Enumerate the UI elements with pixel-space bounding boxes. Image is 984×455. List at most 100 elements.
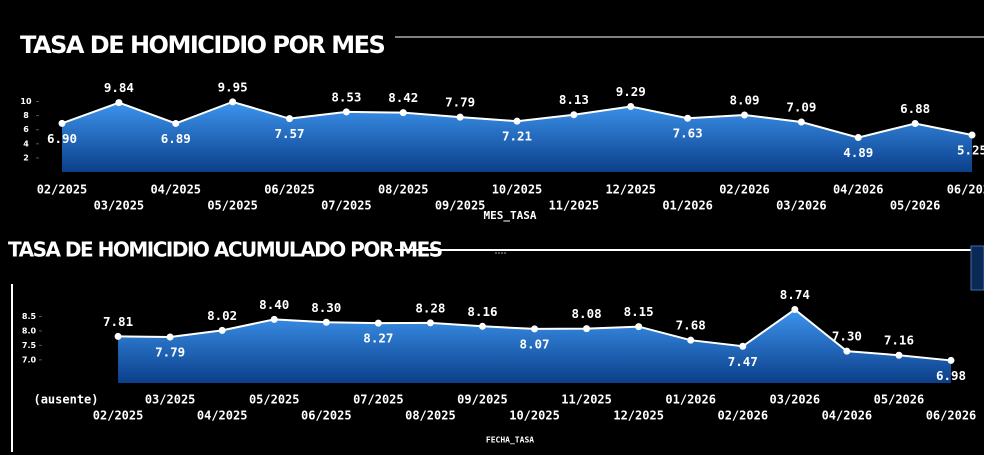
value-label: 8.53 bbox=[331, 89, 361, 104]
value-label: 7.47 bbox=[728, 354, 758, 369]
x-tick-label: 12/2025 bbox=[605, 183, 656, 197]
value-label: 7.57 bbox=[274, 126, 304, 141]
y-tick-label: 8.5 bbox=[22, 312, 37, 321]
value-label: 5.25 bbox=[957, 143, 984, 158]
y-tick-label: 6 bbox=[23, 125, 29, 134]
chart-title: TASA DE HOMICIDIO POR MES bbox=[20, 31, 385, 59]
x-tick-label: 05/2025 bbox=[249, 393, 300, 407]
x-tick-label: 02/2026 bbox=[719, 183, 770, 197]
value-label: 8.40 bbox=[259, 297, 289, 312]
point bbox=[791, 306, 799, 314]
x-tick-label: 02/2026 bbox=[717, 409, 768, 423]
x-tick-label: 03/2025 bbox=[145, 393, 196, 407]
value-label: 8.08 bbox=[572, 306, 602, 321]
x-tick-label: 05/2026 bbox=[874, 393, 925, 407]
value-label: 7.63 bbox=[673, 126, 703, 141]
value-label: 8.16 bbox=[467, 304, 497, 319]
value-label: 9.95 bbox=[218, 79, 248, 94]
value-label: 8.07 bbox=[519, 336, 549, 351]
point bbox=[684, 114, 692, 122]
point bbox=[741, 111, 748, 119]
point bbox=[166, 333, 174, 341]
x-tick-label: 01/2026 bbox=[662, 199, 713, 213]
value-label: 7.30 bbox=[832, 329, 862, 344]
value-label: 6.98 bbox=[936, 368, 966, 383]
point bbox=[456, 113, 464, 121]
value-label: 8.27 bbox=[363, 331, 393, 346]
value-label: 7.79 bbox=[155, 345, 185, 360]
x-tick-label: 10/2025 bbox=[509, 409, 560, 423]
y-tick-label: 2 bbox=[23, 153, 29, 162]
x-tick-label: 06/2025 bbox=[301, 409, 352, 423]
value-label: 8.02 bbox=[207, 308, 237, 323]
x-tick-label: 12/2025 bbox=[613, 409, 664, 423]
value-label: 7.68 bbox=[676, 318, 706, 333]
value-label: 8.42 bbox=[388, 90, 418, 105]
x-axis-label: MES_TASA bbox=[484, 209, 537, 222]
value-label: 7.81 bbox=[103, 314, 133, 329]
point bbox=[115, 99, 123, 107]
point bbox=[583, 325, 591, 333]
point bbox=[687, 336, 695, 344]
value-label: 7.79 bbox=[445, 95, 475, 110]
x-tick-label: 04/2026 bbox=[822, 409, 873, 423]
x-tick-label: 02/2025 bbox=[93, 409, 144, 423]
value-label: 6.90 bbox=[47, 131, 77, 146]
x-tick-label: 03/2025 bbox=[94, 199, 145, 213]
x-tick-label: 05/2025 bbox=[207, 199, 258, 213]
point bbox=[374, 319, 382, 327]
x-tick-label: 07/2025 bbox=[353, 393, 404, 407]
x-tick-label: 03/2026 bbox=[770, 393, 821, 407]
value-label: 8.09 bbox=[729, 92, 759, 107]
value-label: 4.89 bbox=[843, 145, 873, 160]
area bbox=[118, 309, 951, 383]
x-tick-label: 04/2025 bbox=[150, 183, 201, 197]
x-tick-label: 06/2025 bbox=[264, 183, 315, 197]
x-tick-label: 04/2026 bbox=[833, 183, 884, 197]
point bbox=[570, 111, 578, 119]
x-tick-label: 07/2025 bbox=[321, 199, 372, 213]
value-label: 8.15 bbox=[624, 304, 654, 319]
point bbox=[968, 131, 976, 139]
chart-title: TASA DE HOMICIDIO ACUMULADO POR MES bbox=[8, 238, 442, 262]
point bbox=[797, 118, 805, 126]
y-tick-label: 10 bbox=[20, 97, 32, 106]
x-axis-label: FECHA_TASA bbox=[486, 436, 534, 445]
value-label: 7.16 bbox=[884, 333, 914, 348]
point bbox=[322, 318, 330, 326]
y-tick-label: 7.0 bbox=[22, 355, 37, 364]
x-tick-label: 03/2026 bbox=[776, 199, 827, 213]
value-label: 7.21 bbox=[502, 129, 532, 144]
point bbox=[286, 115, 293, 123]
value-label: 8.74 bbox=[780, 287, 810, 302]
x-tick-label: 01/2026 bbox=[665, 393, 716, 407]
point bbox=[895, 351, 903, 359]
value-label: 6.88 bbox=[900, 101, 930, 116]
point bbox=[531, 325, 539, 333]
point bbox=[114, 332, 122, 340]
value-label: 7.09 bbox=[786, 100, 816, 115]
x-tick-label: 08/2025 bbox=[378, 183, 429, 197]
side-button[interactable] bbox=[970, 245, 984, 291]
point bbox=[513, 117, 521, 125]
point bbox=[270, 315, 278, 323]
value-label: 6.89 bbox=[161, 131, 191, 146]
point bbox=[843, 347, 851, 355]
x-tick-label: 06/2026 bbox=[947, 183, 984, 197]
point bbox=[58, 119, 66, 127]
point bbox=[635, 323, 643, 331]
point bbox=[229, 98, 237, 106]
point bbox=[478, 322, 486, 330]
point bbox=[172, 119, 180, 127]
x-tick-label: 02/2025 bbox=[37, 183, 88, 197]
value-label: 8.28 bbox=[415, 300, 445, 315]
y-tick-label: 8 bbox=[23, 111, 29, 120]
point bbox=[911, 120, 919, 128]
x-tick-label: 10/2025 bbox=[492, 183, 543, 197]
y-tick-label: 7.5 bbox=[22, 341, 37, 350]
point bbox=[947, 356, 955, 364]
x-tick-label: 04/2025 bbox=[197, 409, 248, 423]
x-tick-label: 09/2025 bbox=[435, 199, 486, 213]
value-label: 8.13 bbox=[559, 92, 589, 107]
